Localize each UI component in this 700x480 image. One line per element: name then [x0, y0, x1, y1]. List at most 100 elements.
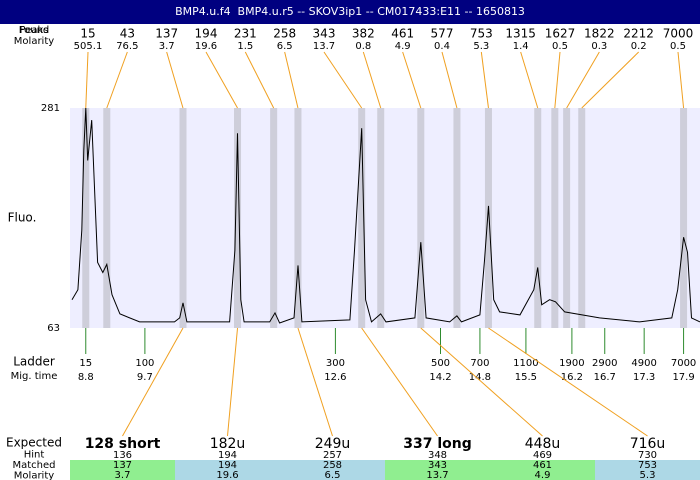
peak-molarity: 1.4 — [513, 41, 529, 52]
ladder-size: 100 — [135, 358, 154, 369]
peak-band — [534, 108, 542, 328]
peak-link — [566, 51, 600, 109]
peak-size: 43 — [120, 27, 135, 41]
peak-size: 7000 — [663, 27, 694, 41]
matched: 343 — [428, 460, 447, 471]
expected-label: 337 long — [403, 436, 472, 452]
peak-link — [166, 51, 184, 109]
y-axis-label: Fluo. — [8, 211, 37, 225]
ladder-time: 15.5 — [515, 372, 537, 383]
hint: 257 — [323, 450, 342, 461]
ladder-time: 12.6 — [324, 372, 346, 383]
peak-molarity: 19.6 — [195, 41, 217, 52]
plot-area — [70, 108, 700, 328]
ladder-size: 300 — [326, 358, 345, 369]
peak-size: 577 — [431, 27, 454, 41]
peak-size: 753 — [470, 27, 493, 41]
trace — [71, 107, 700, 324]
peak-band — [563, 108, 571, 328]
peak-size: 194 — [195, 27, 218, 41]
peak-link — [520, 51, 539, 109]
peak-link — [441, 51, 458, 109]
expected-label: 128 short — [85, 436, 161, 452]
ladder-size: 4900 — [631, 358, 656, 369]
expected-row-label: Expected — [6, 436, 62, 450]
peak-band — [358, 108, 366, 328]
peak-size: 2212 — [623, 27, 654, 41]
matched: 137 — [113, 460, 132, 471]
matched: 461 — [533, 460, 552, 471]
peak-band — [680, 108, 688, 328]
matched-molarity: 4.9 — [535, 470, 551, 480]
peak-molarity: 0.5 — [670, 41, 686, 52]
matched-molarity: 19.6 — [216, 470, 238, 480]
peak-link — [677, 51, 685, 109]
peak-size: 15 — [80, 27, 95, 41]
peak-molarity: 1.5 — [237, 41, 253, 52]
peak-link — [205, 51, 238, 109]
peak-link — [85, 51, 89, 109]
matched: 258 — [323, 460, 342, 471]
peak-link — [362, 51, 382, 109]
expected-row-label: Hint — [24, 450, 45, 461]
peak-size: 343 — [313, 27, 336, 41]
peak-link — [554, 51, 561, 109]
peak-band — [234, 108, 242, 328]
peak-band — [270, 108, 278, 328]
peak-band — [417, 108, 425, 328]
hint: 469 — [533, 450, 552, 461]
peak-molarity: 505.1 — [74, 41, 103, 52]
ladder-size: 700 — [470, 358, 489, 369]
peak-link — [106, 51, 128, 109]
ladder-time: 16.2 — [561, 372, 583, 383]
expected-label: 448u — [525, 436, 561, 452]
hint: 348 — [428, 450, 447, 461]
peak-molarity: 0.2 — [631, 41, 647, 52]
ladder-row-label: Mig. time — [11, 371, 58, 382]
expected-link — [420, 327, 543, 437]
peak-row-label: Peaks — [20, 25, 49, 36]
peak-link — [284, 51, 299, 109]
peak-band — [294, 108, 302, 328]
ladder-row-label: Ladder — [13, 355, 55, 369]
peak-size: 1627 — [545, 27, 576, 41]
peak-link — [581, 51, 640, 109]
expected-label: 182u — [210, 436, 246, 452]
expected-link — [227, 327, 239, 437]
peak-size: 1315 — [505, 27, 536, 41]
y-tick-label: 281 — [41, 103, 60, 114]
peak-molarity: 0.8 — [355, 41, 371, 52]
matched-cell — [70, 460, 175, 480]
matched-cell — [385, 460, 490, 480]
hint: 136 — [113, 450, 132, 461]
expected-link — [122, 327, 184, 437]
matched-cell — [490, 460, 595, 480]
ladder-size: 500 — [431, 358, 450, 369]
matched-molarity: 13.7 — [426, 470, 448, 480]
matched-cell — [175, 460, 280, 480]
peak-band — [453, 108, 461, 328]
hint: 194 — [218, 450, 237, 461]
peak-size: 137 — [155, 27, 178, 41]
matched-cell — [595, 460, 700, 480]
peak-size: 382 — [352, 27, 375, 41]
peak-molarity: 0.4 — [434, 41, 450, 52]
peak-row-label: Molarity — [14, 36, 54, 47]
peak-link — [244, 51, 275, 109]
matched-molarity: 6.5 — [325, 470, 341, 480]
peak-molarity: 3.7 — [159, 41, 175, 52]
expected-row-label: Matched — [12, 460, 55, 471]
peak-molarity: 13.7 — [313, 41, 335, 52]
expected-link — [297, 327, 333, 437]
peak-size: 461 — [391, 27, 414, 41]
peak-link — [323, 51, 363, 109]
peak-band — [551, 108, 559, 328]
peak-size: 1822 — [584, 27, 615, 41]
peak-molarity: 76.5 — [116, 41, 138, 52]
ladder-time: 8.8 — [78, 372, 94, 383]
title: BMP4.u.f4 BMP4.u.r5 -- SKOV3ip1 -- CM017… — [175, 5, 525, 18]
ladder-size: 2900 — [592, 358, 617, 369]
matched-molarity: 5.3 — [640, 470, 656, 480]
ladder-size: 1900 — [559, 358, 584, 369]
